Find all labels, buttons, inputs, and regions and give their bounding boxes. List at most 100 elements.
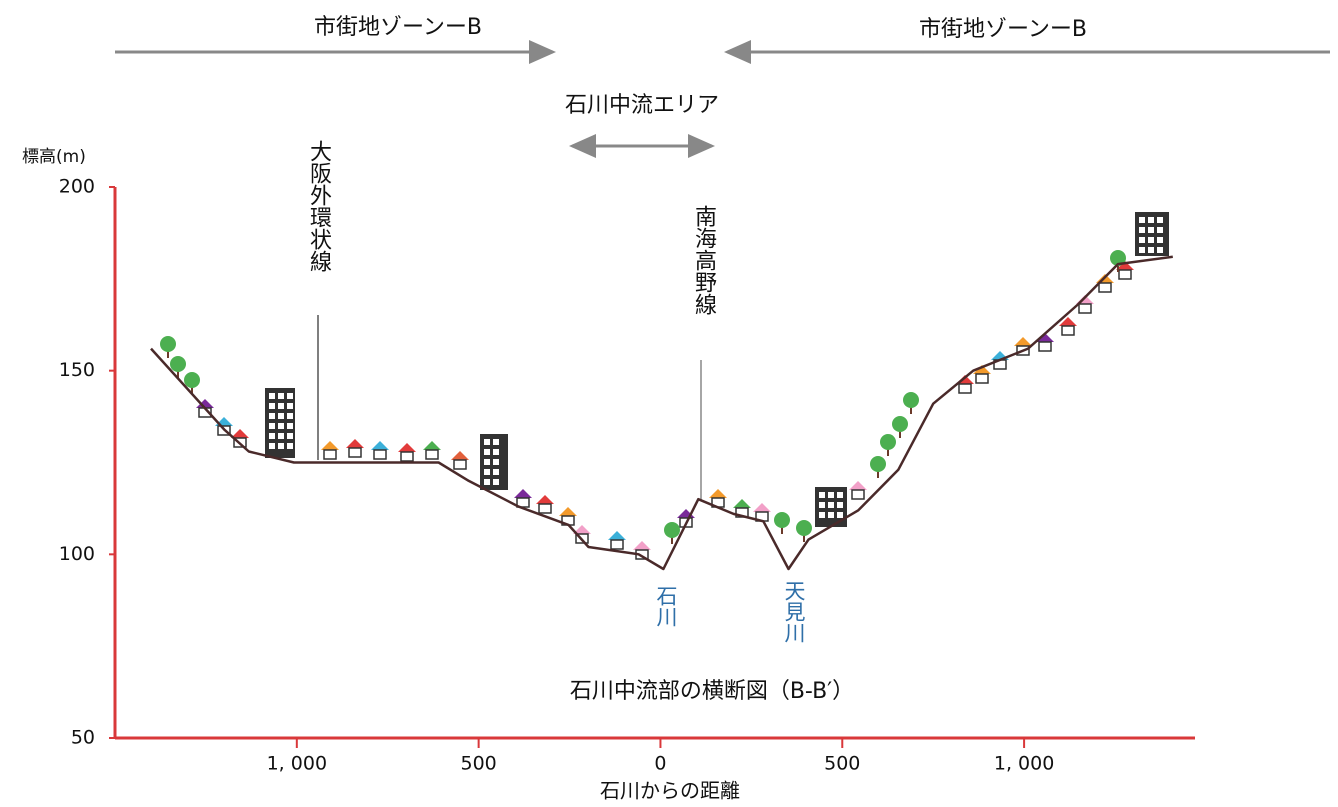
window: [278, 443, 284, 449]
window: [287, 433, 293, 439]
zone-label: 市街地ゾーンーB: [919, 17, 1087, 42]
house-body: [454, 460, 466, 469]
house-body: [1039, 342, 1051, 351]
tree: [880, 434, 896, 450]
decorations: [115, 52, 1330, 559]
window: [828, 502, 834, 508]
window: [484, 449, 490, 455]
window: [484, 459, 490, 465]
x-tick-label: 0: [654, 753, 666, 775]
river-label: 石川: [654, 585, 678, 627]
y-tick-label: 50: [71, 727, 95, 749]
window: [493, 439, 499, 445]
x-tick-label: 500: [461, 753, 497, 775]
window: [269, 443, 275, 449]
chart: 市街地ゾーンーB 市街地ゾーンーB 石川中流エリア 大阪外環状線 南海高野線 石…: [0, 0, 1338, 807]
house: [1014, 337, 1032, 346]
house-body: [401, 452, 413, 461]
house: [709, 489, 727, 498]
tree: [184, 372, 200, 388]
window: [1148, 227, 1154, 233]
house: [608, 531, 626, 540]
tree: [170, 356, 186, 372]
y-tick-label: 150: [59, 359, 95, 381]
area-label: 石川中流エリア: [565, 93, 719, 118]
river-label: 天見川: [782, 580, 806, 643]
house: [514, 489, 532, 498]
window: [493, 469, 499, 475]
tree: [796, 520, 812, 536]
window: [484, 479, 490, 485]
chart-title: 石川中流部の横断図（B-B′）: [570, 679, 854, 704]
house: [371, 441, 389, 450]
house-body: [426, 450, 438, 459]
window: [1139, 217, 1145, 223]
house-body: [852, 490, 864, 499]
window: [278, 393, 284, 399]
window: [269, 413, 275, 419]
house: [849, 481, 867, 490]
window: [287, 423, 293, 429]
window: [287, 413, 293, 419]
window: [484, 469, 490, 475]
road-label: 大阪外環状線: [306, 140, 332, 272]
house: [398, 443, 416, 452]
window: [287, 443, 293, 449]
house-body: [611, 540, 623, 549]
tree: [870, 456, 886, 472]
window: [1139, 247, 1145, 253]
window: [828, 512, 834, 518]
window: [1148, 217, 1154, 223]
window: [493, 449, 499, 455]
house: [536, 495, 554, 504]
window: [278, 423, 284, 429]
house-body: [1062, 326, 1074, 335]
tree: [892, 416, 908, 432]
window: [484, 439, 490, 445]
house: [559, 507, 577, 516]
tree: [774, 512, 790, 528]
zone-label: 市街地ゾーンーB: [314, 15, 482, 40]
x-tick-label: 1, 000: [994, 753, 1054, 775]
window: [493, 459, 499, 465]
house-body: [959, 384, 971, 393]
house: [733, 499, 751, 508]
window: [837, 492, 843, 498]
y-tick-label: 200: [59, 176, 95, 198]
window: [819, 512, 825, 518]
window: [1157, 247, 1163, 253]
window: [1139, 227, 1145, 233]
house: [451, 451, 469, 460]
house: [753, 503, 771, 512]
window: [1157, 227, 1163, 233]
window: [493, 479, 499, 485]
window: [269, 393, 275, 399]
x-tick-label: 500: [824, 753, 860, 775]
window: [1157, 217, 1163, 223]
y-tick-label: 100: [59, 543, 95, 565]
house-body: [349, 448, 361, 457]
tree: [664, 522, 680, 538]
window: [819, 502, 825, 508]
window: [828, 492, 834, 498]
house-body: [1079, 304, 1091, 313]
x-axis-label: 石川からの距離: [600, 779, 740, 803]
window: [269, 403, 275, 409]
x-tick-label: 1, 000: [267, 753, 327, 775]
window: [837, 502, 843, 508]
railway-label: 南海高野線: [691, 205, 717, 315]
window: [278, 403, 284, 409]
window: [269, 433, 275, 439]
window: [819, 492, 825, 498]
y-axis-label: 標高(m): [22, 147, 86, 167]
window: [269, 423, 275, 429]
window: [1139, 237, 1145, 243]
house: [321, 441, 339, 450]
terrain-profile: [151, 257, 1173, 569]
house-body: [374, 450, 386, 459]
house: [633, 541, 651, 550]
window: [1157, 237, 1163, 243]
house: [423, 441, 441, 450]
house-body: [1119, 270, 1131, 279]
tree: [903, 392, 919, 408]
